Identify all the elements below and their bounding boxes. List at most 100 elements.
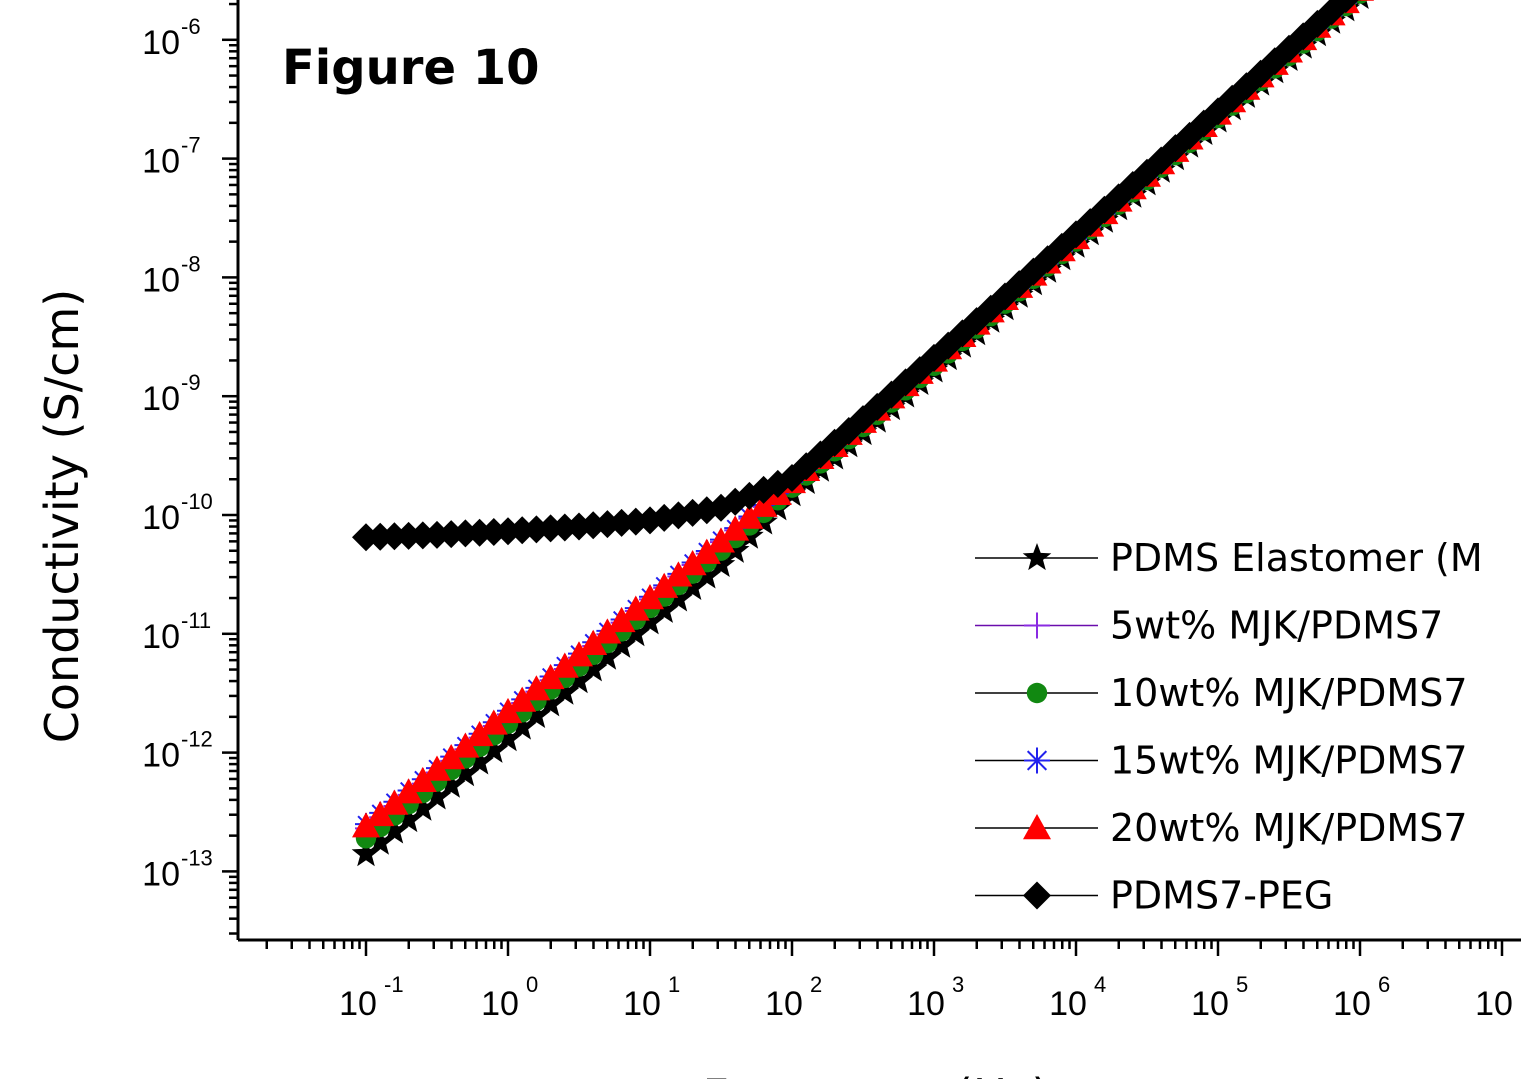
legend-label: PDMS Elastomer (M <box>1110 536 1483 580</box>
data-point <box>1332 0 1359 14</box>
y-tick-label: 10 <box>142 24 180 62</box>
legend-label: 15wt% MJK/PDMS7 <box>1110 739 1468 783</box>
data-point <box>536 663 565 690</box>
data-point <box>578 654 608 682</box>
data-point <box>351 839 381 867</box>
y-tick-exponent: -10 <box>181 489 213 514</box>
data-point <box>536 689 565 717</box>
data-point <box>621 619 651 647</box>
x-tick-label: 10 <box>907 985 945 1023</box>
legend-marker <box>1023 814 1051 840</box>
data-point <box>451 759 480 787</box>
data-point <box>565 641 593 667</box>
data-point <box>479 735 509 763</box>
data-point <box>380 816 409 844</box>
legend-label: PDMS7-PEG <box>1110 874 1333 918</box>
figure-label: Figure 10 <box>282 40 540 96</box>
legend-entry: 15wt% MJK/PDMS7 <box>975 739 1468 783</box>
y-tick-label: 10 <box>142 261 180 299</box>
series-layer <box>351 0 1374 867</box>
data-point <box>621 595 650 621</box>
data-point <box>707 527 735 553</box>
data-point <box>664 561 693 587</box>
data-point <box>352 812 380 838</box>
legend-marker <box>1024 612 1050 639</box>
legend-entry: 10wt% MJK/PDMS7 <box>975 671 1468 715</box>
y-tick-label: 10 <box>142 618 180 656</box>
y-tick-label: 10 <box>142 380 180 418</box>
y-tick-label: 10 <box>142 499 180 537</box>
data-point <box>664 501 693 530</box>
data-point <box>749 491 778 517</box>
data-point <box>493 724 523 752</box>
x-tick-label: 10 <box>765 985 803 1023</box>
data-point <box>735 503 764 529</box>
x-tick-exponent: -1 <box>384 972 404 997</box>
data-point <box>508 686 537 712</box>
y-tick-label: 10 <box>142 855 180 893</box>
data-point <box>1289 22 1318 51</box>
data-point <box>437 743 466 770</box>
data-point <box>507 712 537 740</box>
x-tick-exponent: 6 <box>1378 972 1390 997</box>
x-tick-label: 10 <box>1049 985 1087 1023</box>
legend-marker <box>1023 881 1051 910</box>
data-point <box>436 770 466 798</box>
data-point <box>593 642 622 670</box>
legend-label: 20wt% MJK/PDMS7 <box>1110 806 1468 850</box>
data-point <box>1359 0 1361 1</box>
data-point <box>380 789 409 815</box>
data-point <box>465 720 494 747</box>
data-point <box>678 572 707 600</box>
legend-entry: 5wt% MJK/PDMS7 <box>975 604 1443 648</box>
y-axis-title: Conductivity (S/cm) <box>35 289 89 743</box>
x-tick-label: 10 <box>1191 985 1229 1023</box>
data-point <box>522 700 551 728</box>
data-point <box>550 677 580 705</box>
legend-label: 5wt% MJK/PDMS7 <box>1110 604 1443 648</box>
data-point <box>579 629 608 655</box>
y-tick-exponent: -6 <box>181 14 201 39</box>
data-point <box>394 805 423 833</box>
data-point <box>636 506 664 535</box>
legend-marker <box>1024 747 1050 774</box>
legend-entry: PDMS Elastomer (M <box>975 536 1483 580</box>
series-5 <box>352 0 1361 552</box>
data-point <box>664 584 693 612</box>
legend-label: 10wt% MJK/PDMS7 <box>1110 671 1468 715</box>
x-tick-exponent: 3 <box>952 972 964 997</box>
data-point <box>607 606 636 633</box>
x-tick-exponent: 0 <box>526 972 538 997</box>
data-point <box>720 535 750 563</box>
data-point <box>365 827 395 855</box>
x-tick-exponent: 5 <box>1236 972 1248 997</box>
data-point <box>678 550 707 576</box>
data-point <box>479 709 508 735</box>
y-tick-label: 10 <box>142 143 180 181</box>
data-point <box>522 675 551 701</box>
data-point <box>1317 0 1346 26</box>
data-point <box>706 549 736 577</box>
data-point <box>394 778 423 804</box>
legend-entry: PDMS7-PEG <box>975 874 1333 918</box>
data-point <box>607 630 636 658</box>
legend-marker <box>1022 543 1052 571</box>
x-tick-exponent: 2 <box>810 972 822 997</box>
data-point <box>366 800 395 827</box>
x-tick-exponent: 1 <box>668 972 680 997</box>
x-tick-label: 10 <box>1333 985 1371 1023</box>
axes: 10-110010110210310410510610710-610-710-8… <box>142 0 1521 1023</box>
legend-marker <box>1026 682 1048 704</box>
data-point <box>408 793 438 821</box>
data-point <box>593 618 622 644</box>
y-tick-exponent: -12 <box>181 727 213 752</box>
data-point <box>692 561 722 589</box>
x-tick-exponent: 4 <box>1094 972 1106 997</box>
data-point <box>564 666 594 694</box>
data-point <box>636 584 664 610</box>
y-tick-exponent: -13 <box>181 845 213 870</box>
x-tick-label: 10 <box>1475 985 1513 1023</box>
data-point <box>721 515 750 541</box>
y-tick-exponent: -7 <box>181 133 201 158</box>
y-tick-exponent: -8 <box>181 251 201 276</box>
